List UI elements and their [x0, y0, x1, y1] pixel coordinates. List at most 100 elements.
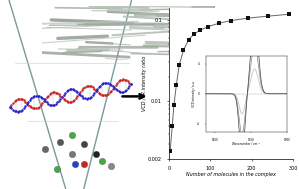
Point	[52, 103, 57, 106]
Point	[41, 100, 46, 103]
Point	[12, 109, 17, 112]
Point	[113, 88, 118, 91]
Point	[32, 107, 37, 110]
Point	[172, 104, 176, 107]
Point	[23, 100, 28, 103]
Point	[93, 88, 98, 91]
Point	[7, 105, 12, 108]
Point	[129, 83, 133, 86]
Point	[115, 89, 120, 92]
Point	[44, 96, 49, 99]
Point	[108, 165, 113, 168]
Point	[84, 97, 89, 100]
Point	[69, 133, 74, 136]
Point	[51, 91, 55, 94]
Y-axis label: VCD / IR intensity ratio: VCD / IR intensity ratio	[142, 56, 147, 111]
Point	[100, 93, 104, 96]
Point	[12, 100, 17, 103]
Point	[15, 98, 20, 101]
Point	[83, 86, 87, 89]
Point	[228, 19, 233, 22]
Point	[38, 95, 43, 98]
Point	[198, 29, 202, 32]
Point	[75, 95, 80, 98]
Point	[10, 101, 15, 104]
Point	[109, 83, 113, 86]
Point	[77, 92, 81, 95]
Point	[47, 103, 52, 106]
Point	[81, 162, 86, 165]
Point	[92, 92, 97, 95]
Point	[72, 88, 77, 91]
Point	[119, 78, 124, 81]
Point	[89, 85, 94, 88]
Point	[100, 83, 104, 86]
Point	[44, 101, 49, 104]
Point	[126, 80, 130, 83]
Point	[57, 93, 61, 96]
Point	[69, 100, 74, 103]
Point	[103, 94, 107, 97]
Point	[9, 107, 14, 110]
Point	[110, 85, 115, 88]
Point	[87, 96, 92, 99]
Point	[17, 110, 22, 113]
Point	[81, 87, 86, 90]
Point	[186, 38, 191, 41]
Point	[35, 106, 40, 109]
Point	[129, 83, 133, 86]
Point	[60, 96, 64, 99]
Point	[80, 89, 84, 92]
Point	[57, 140, 62, 143]
Point	[77, 93, 81, 96]
Point	[25, 103, 29, 106]
Point	[118, 79, 123, 82]
Point	[25, 102, 29, 105]
Point	[216, 22, 221, 25]
Point	[107, 82, 112, 85]
Point	[98, 92, 103, 95]
Point	[58, 97, 63, 100]
Point	[101, 82, 106, 85]
Point	[104, 81, 109, 84]
Point	[107, 91, 112, 94]
Point	[35, 94, 40, 97]
Point	[42, 148, 47, 151]
Point	[99, 160, 104, 163]
Point	[206, 25, 210, 28]
Point	[55, 92, 60, 95]
Point	[61, 97, 66, 100]
Point	[66, 89, 71, 92]
Point	[49, 91, 54, 94]
Point	[29, 97, 34, 100]
Point	[51, 104, 55, 107]
Point	[103, 81, 107, 84]
Point	[118, 91, 123, 94]
Point	[60, 95, 64, 98]
Point	[121, 90, 126, 93]
Point	[14, 110, 19, 113]
Point	[15, 110, 20, 113]
Point	[170, 125, 175, 128]
Point	[63, 98, 68, 101]
Point	[124, 79, 129, 82]
Point	[266, 15, 271, 18]
Point	[121, 78, 126, 81]
Point	[32, 94, 37, 98]
Point	[78, 94, 83, 97]
Point	[81, 96, 86, 99]
Point	[69, 153, 74, 156]
Point	[54, 102, 58, 105]
Point	[9, 103, 14, 106]
Point	[90, 86, 95, 89]
Point	[7, 105, 12, 108]
Point	[93, 90, 98, 93]
Point	[47, 93, 52, 96]
Point	[127, 85, 132, 88]
Point	[54, 167, 59, 170]
Point	[112, 85, 117, 88]
Point	[52, 91, 57, 94]
Point	[106, 92, 110, 95]
Point	[67, 100, 72, 103]
Point	[83, 97, 87, 100]
